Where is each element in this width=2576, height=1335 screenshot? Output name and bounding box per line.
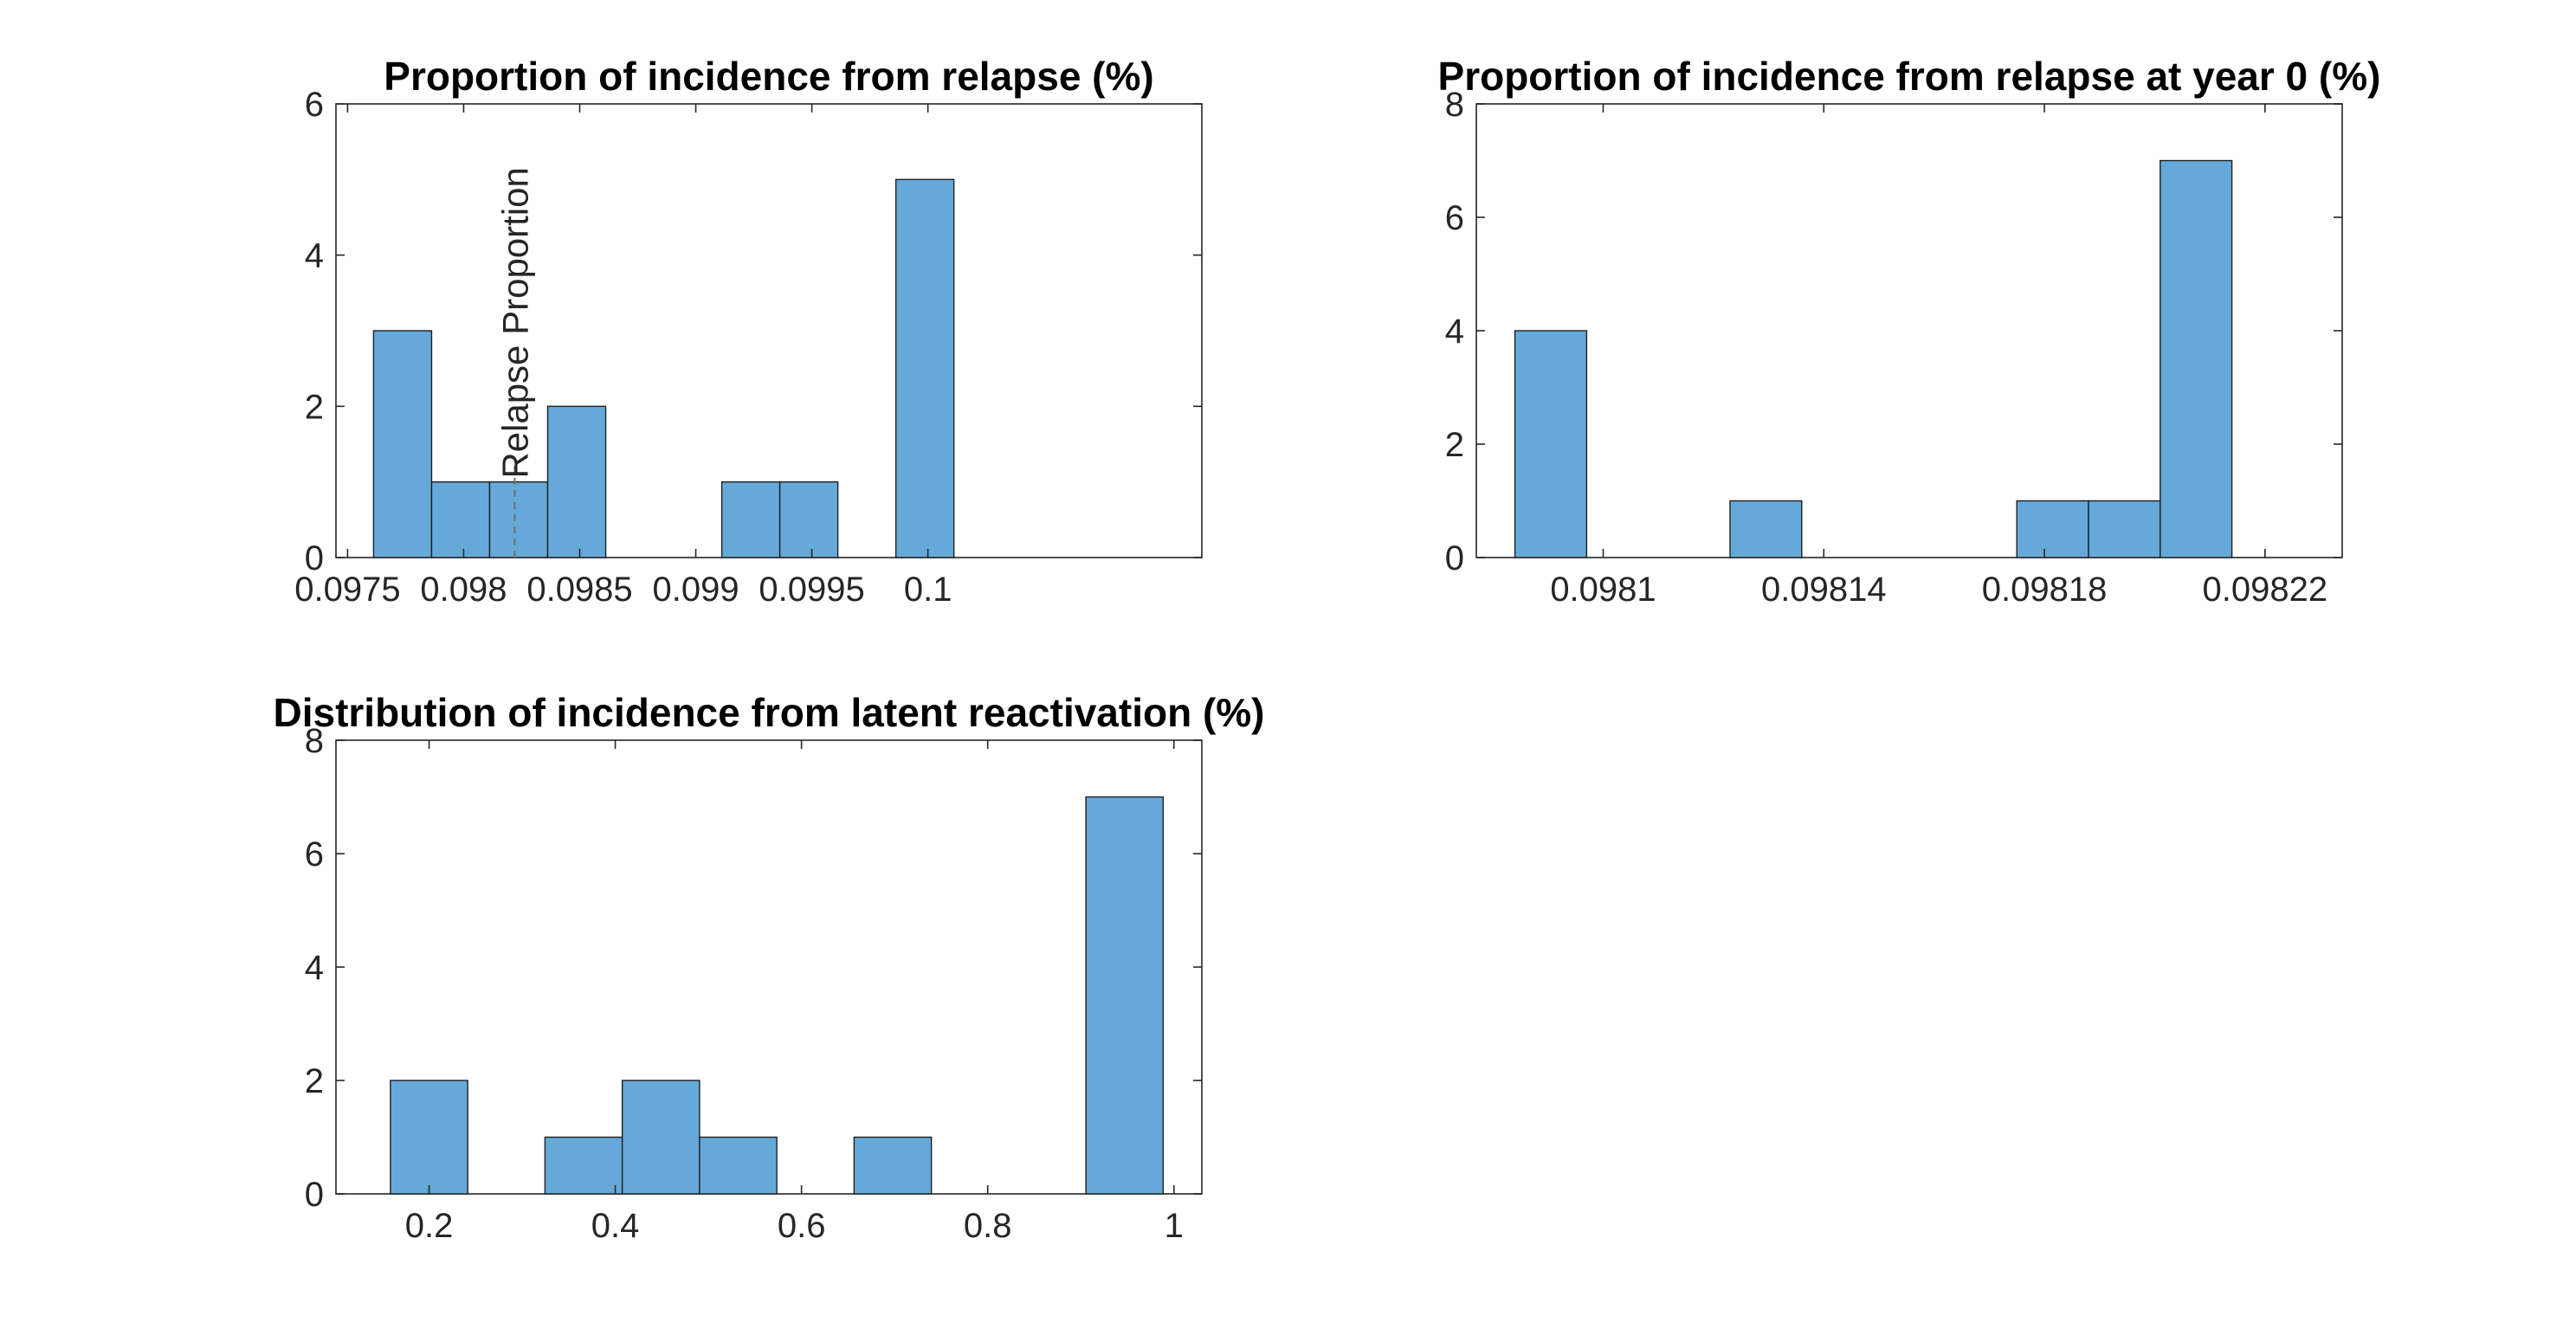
- y-tick-label: 8: [305, 722, 324, 760]
- histogram-bar: [1514, 330, 1588, 558]
- histogram-bar: [699, 1136, 778, 1195]
- x-tick-label: 0.8: [964, 1207, 1012, 1245]
- x-tick-label: 0.09818: [1982, 571, 2108, 609]
- histogram-bar: [2160, 159, 2233, 558]
- x-tick-label: 0.09814: [1761, 571, 1887, 609]
- x-tick-label: 0.2: [405, 1207, 454, 1245]
- x-tick-label: 1: [1165, 1207, 1184, 1245]
- histogram-bar: [430, 480, 491, 558]
- histogram-bar: [2088, 500, 2161, 558]
- y-tick-label: 0: [305, 1176, 324, 1214]
- y-tick-label: 4: [305, 949, 324, 987]
- chart-title: Proportion of incidence from relapse (%): [384, 54, 1153, 99]
- y-tick-label: 2: [1445, 426, 1464, 464]
- y-tick-label: 6: [305, 86, 324, 124]
- histogram-bar: [1729, 500, 1803, 558]
- chart-panel-2: 0.0981 0.09814 0.09818 0.09822 0 2 4 6 8Proporti…: [1438, 54, 2381, 609]
- y-tick-label: 6: [1445, 199, 1464, 237]
- y-tick-label: 4: [1445, 313, 1464, 351]
- x-tick-label: 0.09822: [2203, 571, 2328, 609]
- y-tick-label: 0: [1445, 539, 1464, 577]
- x-tick-label: 0.0995: [759, 571, 864, 609]
- x-tick-label: 0.1: [904, 571, 952, 609]
- histogram-bar: [1085, 796, 1165, 1195]
- x-tick-label: 0.0985: [526, 571, 632, 609]
- y-tick-label: 6: [305, 835, 324, 874]
- histogram-bar: [390, 1080, 468, 1195]
- x-tick-label: 0.6: [778, 1207, 826, 1245]
- histogram-bar: [544, 1136, 623, 1195]
- y-tick-label: 4: [305, 237, 324, 275]
- histogram-bar: [488, 480, 549, 558]
- y-tick-label: 0: [305, 539, 324, 577]
- x-tick-label: 0.4: [591, 1207, 640, 1245]
- y-tick-label: 2: [305, 388, 324, 426]
- histogram-bar: [853, 1136, 933, 1195]
- y-tick-label: 2: [305, 1062, 324, 1100]
- chart-title: Proportion of incidence from relapse at …: [1438, 54, 2381, 99]
- annotation-label: Relapse Proportion: [494, 167, 535, 479]
- x-tick-label: 0.099: [652, 571, 739, 609]
- y-tick-label: 8: [1445, 86, 1464, 124]
- histogram-bar: [621, 1080, 700, 1195]
- x-tick-label: 0.0981: [1550, 571, 1656, 609]
- x-tick-label: 0.0975: [294, 571, 400, 609]
- histogram-bar: [778, 480, 839, 558]
- histogram-bar: [894, 178, 955, 558]
- axes-frame: [335, 739, 1203, 1195]
- histogram-bar: [372, 330, 433, 558]
- chart-panel-1: 0.0975 0.098 0.0985 0.099 0.0995 0.1 0 2 4 6 Propo…: [294, 54, 1203, 609]
- histogram-bar: [546, 405, 607, 558]
- chart-title: Distribution of incidence from latent re…: [273, 690, 1264, 735]
- histogram-bar: [2016, 500, 2089, 558]
- x-tick-label: 0.098: [420, 571, 507, 609]
- histogram-bar: [720, 480, 781, 558]
